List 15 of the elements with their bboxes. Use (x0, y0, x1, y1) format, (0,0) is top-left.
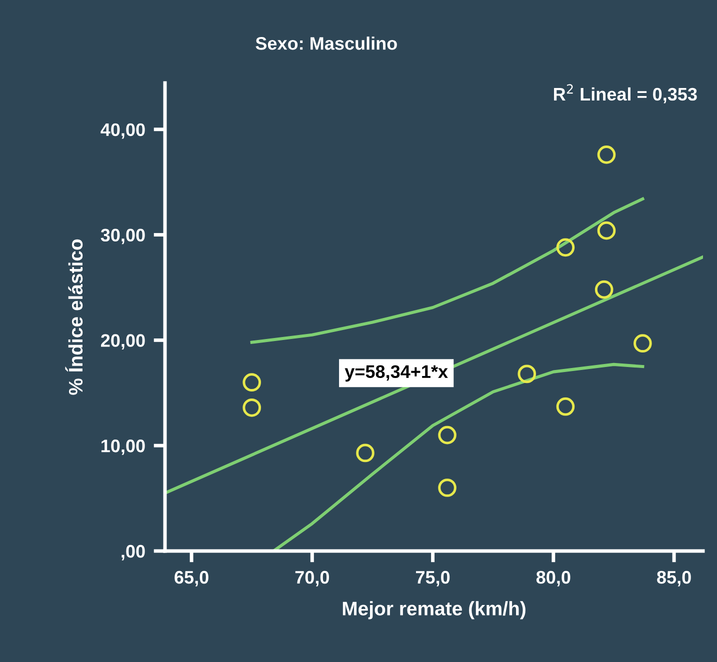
x-tick-label: 80,0 (536, 570, 570, 586)
x-axis-title: Mejor remate (km/h) (342, 601, 526, 620)
x-tick-label: 85,0 (657, 570, 691, 586)
y-tick-label: 20,00 (101, 334, 145, 350)
x-tick-label: 65,0 (174, 570, 208, 586)
chart-title: Sexo: Masculino (256, 36, 397, 50)
annotation: R$^{2}$ Lineal = 0,353 (554, 84, 697, 104)
y-tick-label: ,00 (122, 544, 145, 560)
y-axis-title: % Índice elástico (65, 239, 83, 395)
y-tick-label: 30,00 (100, 228, 145, 244)
x-tick-label: 75,0 (416, 570, 450, 586)
x-tick-label: 70,0 (295, 570, 329, 586)
annotation: y=58,34+1*x (344, 365, 448, 382)
y-tick-label: 40,00 (100, 123, 145, 139)
y-tick-label: 10,00 (102, 440, 145, 455)
